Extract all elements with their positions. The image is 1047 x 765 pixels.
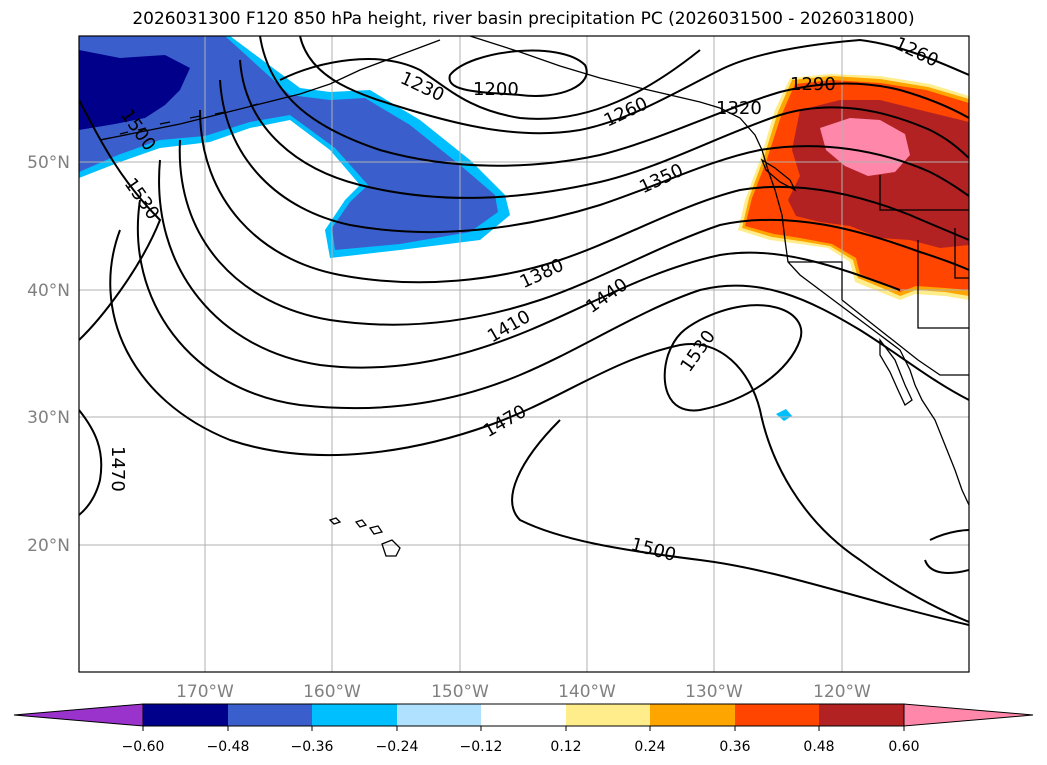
colorbar-tick-label: 0.24 bbox=[634, 739, 665, 755]
contour-label: 1230 bbox=[397, 68, 447, 106]
colorbar-ticks bbox=[142, 726, 905, 731]
contour-label: 1350 bbox=[636, 160, 686, 198]
colorbar-tick-labels: −0.60 −0.48 −0.36 −0.24 −0.12 0.12 0.24 … bbox=[122, 739, 920, 755]
lon-label: 140°W bbox=[558, 682, 616, 702]
colorbar-tick-label: 0.12 bbox=[550, 739, 581, 755]
colorbar-tick-label: −0.36 bbox=[291, 739, 334, 755]
lon-label: 160°W bbox=[303, 682, 361, 702]
colorbar-segment bbox=[228, 704, 312, 726]
colorbar-tick-label: −0.12 bbox=[460, 739, 503, 755]
longitude-labels: 170°W 160°W 150°W 140°W 130°W 120°W bbox=[176, 682, 871, 702]
lat-label: 50°N bbox=[27, 153, 70, 173]
colorbar-tick-label: −0.60 bbox=[122, 739, 165, 755]
contour-label: 1500 bbox=[629, 534, 679, 566]
latitude-labels: 50°N 40°N 30°N 20°N bbox=[27, 153, 70, 556]
contour-1500-south bbox=[511, 419, 969, 626]
colorbar-tick-label: 0.36 bbox=[719, 739, 750, 755]
height-contours bbox=[79, 36, 969, 626]
contour-1200 bbox=[448, 49, 588, 97]
vancouver-island bbox=[760, 158, 797, 192]
colorbar-frame bbox=[142, 703, 905, 727]
contour-label: 1290 bbox=[790, 74, 836, 95]
coastlines bbox=[99, 36, 969, 557]
contour-1260 bbox=[299, 36, 969, 135]
contour-1380 bbox=[199, 109, 969, 284]
colorbar-tick-label: −0.48 bbox=[207, 739, 250, 755]
contour-label: 1410 bbox=[484, 306, 534, 347]
negative-pc-darkblue-area bbox=[79, 50, 190, 130]
contour-1500-main bbox=[109, 229, 969, 623]
colorbar-segment bbox=[397, 704, 481, 726]
negative-pc-blue-area bbox=[79, 36, 498, 250]
colorbar-segment bbox=[481, 704, 566, 726]
lon-label: 150°W bbox=[431, 682, 489, 702]
colorbar-tick-label: 0.60 bbox=[888, 739, 919, 755]
negative-pc-small-cyan bbox=[776, 409, 792, 421]
colorbar-segment bbox=[819, 704, 904, 726]
colorbar-tick-label: −0.24 bbox=[376, 739, 419, 755]
colorbar-segment bbox=[312, 704, 397, 726]
colorbar-extend-high bbox=[903, 703, 1034, 727]
map-title: 2026031300 F120 850 hPa height, river ba… bbox=[132, 9, 915, 29]
contour-label: 1470 bbox=[107, 446, 128, 492]
contour-label: 1530 bbox=[676, 326, 719, 376]
contour-1440 bbox=[158, 159, 901, 369]
lat-label: 30°N bbox=[27, 408, 70, 428]
colorbar-segment bbox=[143, 704, 228, 726]
colorbar-segment bbox=[566, 704, 650, 726]
contour-label: 1380 bbox=[517, 255, 567, 293]
contour-1470-west bbox=[79, 409, 103, 516]
contour-label: 1200 bbox=[473, 79, 519, 100]
lon-label: 170°W bbox=[176, 682, 234, 702]
contour-label: 1320 bbox=[716, 98, 762, 119]
baja-california bbox=[879, 338, 913, 406]
contour-1290 bbox=[259, 36, 969, 167]
contour-1530-west bbox=[79, 99, 162, 341]
colorbar-segment bbox=[650, 704, 735, 726]
colorbar-segment bbox=[735, 704, 819, 726]
lon-label: 130°W bbox=[685, 682, 743, 702]
map-frame bbox=[78, 35, 970, 673]
state-borders bbox=[788, 175, 969, 376]
contour-label: 1470 bbox=[480, 401, 530, 442]
colorbar-tick-label: 0.48 bbox=[803, 739, 834, 755]
graticule bbox=[79, 36, 969, 672]
lat-label: 20°N bbox=[27, 536, 70, 556]
contour-1320 bbox=[239, 59, 969, 199]
lon-label: 120°W bbox=[813, 682, 871, 702]
contour-1470-main bbox=[136, 199, 969, 410]
aleutian-islands bbox=[99, 103, 259, 141]
hawaii-islands bbox=[328, 517, 401, 557]
contour-1230 bbox=[279, 49, 701, 120]
contour-label: 1260 bbox=[891, 33, 941, 71]
north-america-coast bbox=[99, 36, 969, 506]
contour-1350 bbox=[219, 79, 969, 234]
contour-1410 bbox=[178, 139, 969, 326]
contour-1530-east bbox=[663, 304, 803, 412]
colorbar: −0.60 −0.48 −0.36 −0.24 −0.12 0.12 0.24 … bbox=[13, 703, 1034, 755]
contour-1500-se bbox=[924, 529, 969, 574]
colorbar-extend-low bbox=[13, 703, 144, 727]
lat-label: 40°N bbox=[27, 281, 70, 301]
